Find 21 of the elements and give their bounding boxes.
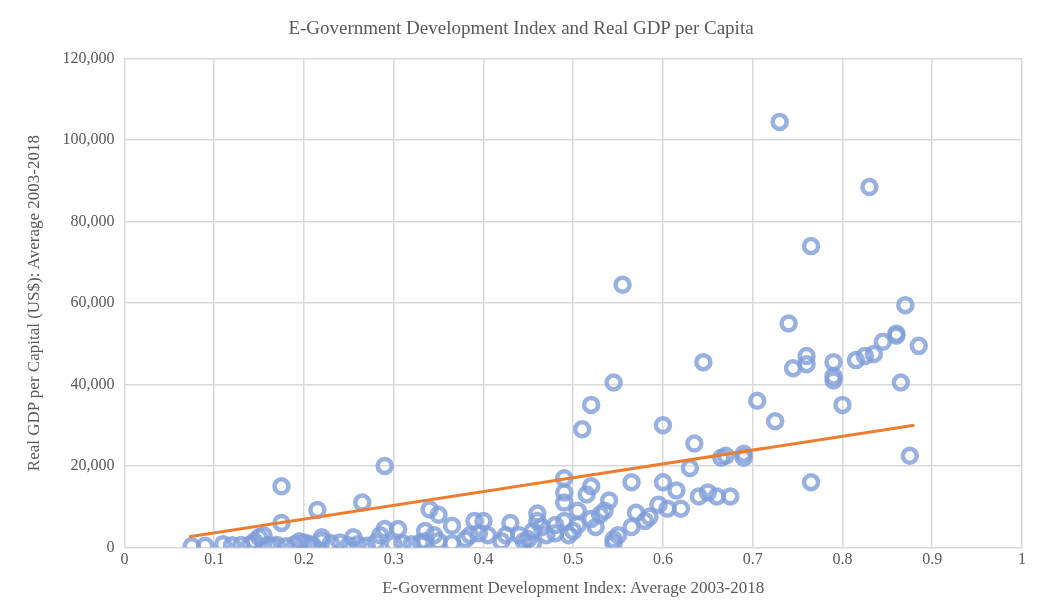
- x-tick-label: 0: [120, 550, 129, 568]
- x-tick-label: 1: [1018, 550, 1026, 568]
- y-tick-label: 100,000: [62, 130, 115, 148]
- x-tick-label: 0.6: [652, 550, 673, 568]
- y-tick-label: 20,000: [70, 456, 115, 474]
- x-tick-label: 0.3: [383, 550, 404, 568]
- y-tick-label: 0: [106, 537, 115, 555]
- y-tick-label: 40,000: [70, 374, 115, 392]
- y-tick-label: 120,000: [62, 49, 115, 66]
- y-axis-title: Real GDP per Capital (US$): Average 2003-2018: [23, 135, 43, 472]
- x-tick-label: 0.7: [742, 550, 763, 568]
- x-tick-label: 0.8: [832, 550, 853, 568]
- x-tick-label: 0.4: [473, 550, 494, 568]
- x-axis-title: E-Government Development Index: Average 2003-2018: [382, 578, 765, 598]
- x-tick-label: 0.1: [204, 550, 225, 568]
- y-tick-label: 60,000: [70, 293, 115, 311]
- y-tick-label: 80,000: [70, 211, 115, 229]
- chart-title: E-Government Development Index and Real GDP per Capita: [288, 17, 755, 39]
- x-tick-label: 0.5: [563, 550, 584, 568]
- x-tick-label: 0.9: [922, 550, 943, 568]
- x-tick-label: 0.2: [293, 550, 314, 568]
